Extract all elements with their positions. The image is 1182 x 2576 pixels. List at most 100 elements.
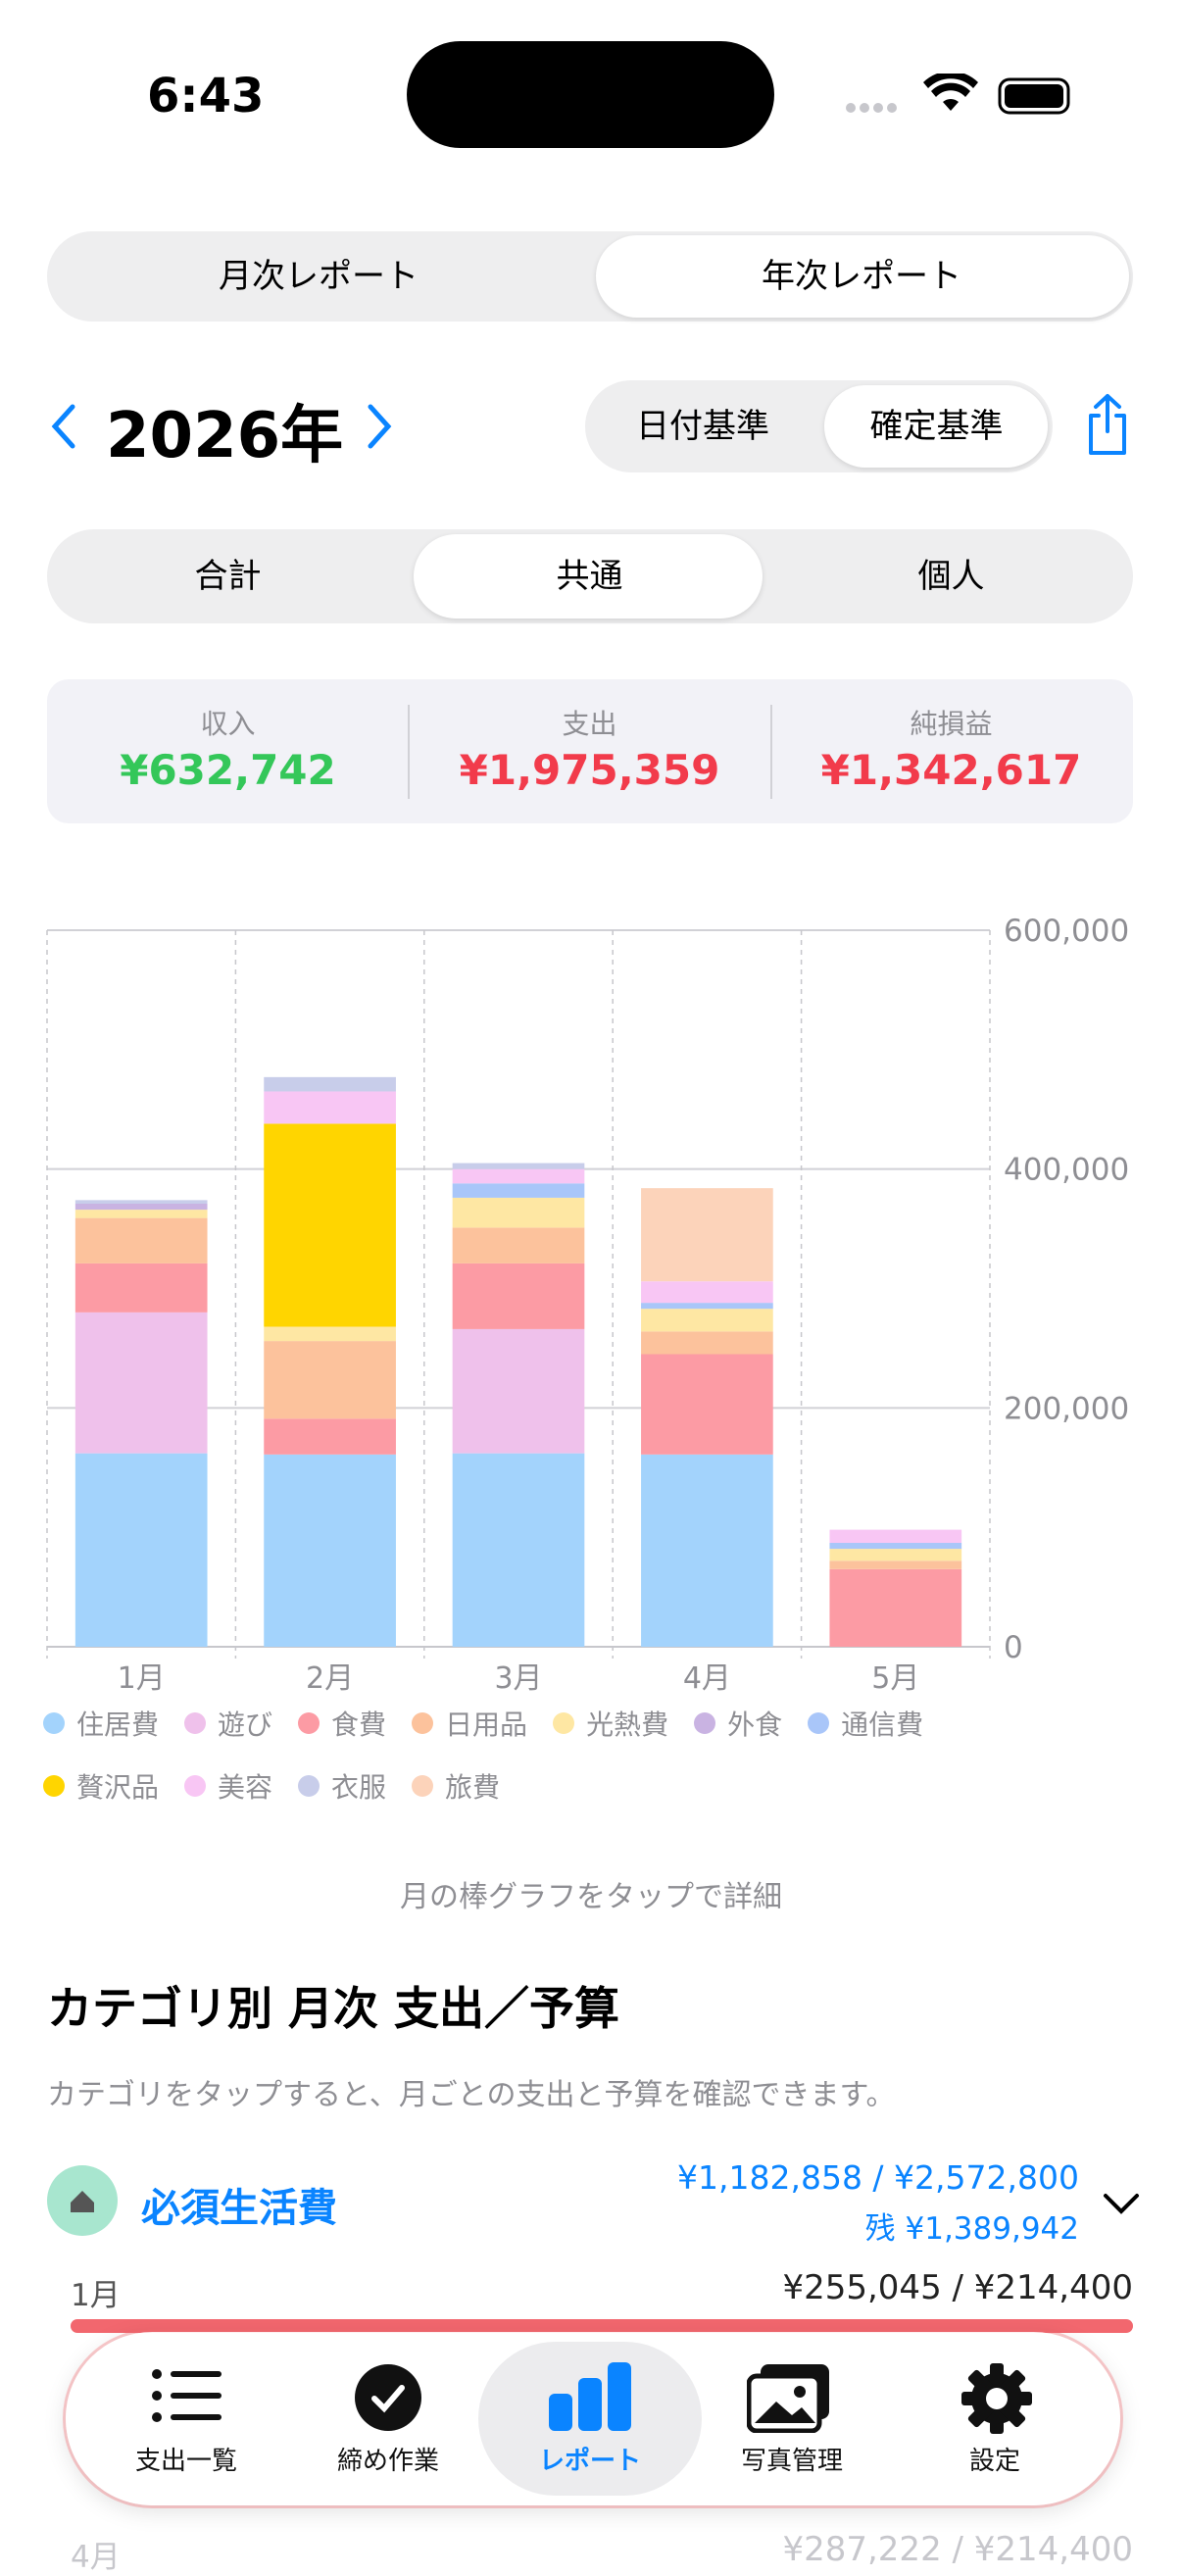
scope-common[interactable]: 共通 — [556, 557, 623, 596]
x-tick-label: 3月 — [494, 1661, 542, 1696]
scope-total[interactable]: 合計 — [194, 557, 262, 596]
bar-segment — [264, 1326, 396, 1342]
divider — [770, 705, 772, 799]
legend-item: 食費 — [298, 1702, 386, 1745]
x-tick-label: 1月 — [118, 1661, 166, 1696]
hint: 月の棒グラフをタップで詳細 — [400, 1880, 782, 1914]
x-tick-label: 5月 — [871, 1661, 919, 1696]
icon-photos — [747, 2364, 829, 2433]
legend-item: 衣服 — [298, 1764, 386, 1808]
legend-swatch — [298, 1712, 320, 1734]
scope-toggle: 合計 共通 個人 — [47, 529, 1133, 623]
icon-check — [355, 2364, 421, 2431]
icon-chart — [549, 2362, 631, 2431]
bar-segment — [641, 1303, 773, 1310]
month-amount: ¥287,222 / ¥214,400 — [782, 2530, 1133, 2569]
legend-swatch — [412, 1712, 434, 1734]
category-remaining: 残 ¥1,389,942 — [864, 2211, 1079, 2247]
scope-personal[interactable]: 個人 — [917, 557, 985, 596]
legend: 住居費 遊び 食費 日用品 光熱費 外食 通信費 贅沢品 美容 衣服 旅費 — [43, 1702, 1023, 1808]
tab-settings[interactable]: 設定 — [968, 2447, 1020, 2476]
legend-swatch — [184, 1775, 207, 1797]
tab-yearly[interactable]: 年次レポート — [762, 257, 961, 296]
bar-segment — [452, 1227, 585, 1263]
x-tick-label: 4月 — [683, 1661, 731, 1696]
bar-segment — [641, 1454, 773, 1647]
legend-item: 住居費 — [43, 1702, 159, 1745]
tab-monthly[interactable]: 月次レポート — [219, 257, 419, 296]
category-name[interactable]: 必須生活費 — [141, 2186, 337, 2231]
progress-bar — [71, 2319, 1133, 2333]
icon-gear — [961, 2363, 1032, 2434]
bar-segment — [641, 1188, 773, 1282]
share-button[interactable] — [1083, 392, 1132, 457]
y-tick-label: 400,000 — [1004, 1153, 1129, 1188]
legend-label: 日用品 — [445, 1709, 528, 1741]
legend-label: 光熱費 — [586, 1709, 669, 1741]
legend-item: 光熱費 — [553, 1702, 668, 1745]
bar-segment — [452, 1163, 585, 1169]
chevron[interactable] — [1102, 2190, 1141, 2217]
legend-label: 旅費 — [445, 1771, 501, 1804]
tab-expenses[interactable]: 支出一覧 — [134, 2447, 237, 2476]
bar-segment — [264, 1418, 396, 1455]
legend-item: 日用品 — [412, 1702, 527, 1745]
x-tick-label: 2月 — [306, 1661, 354, 1696]
basis-date[interactable]: 日付基準 — [636, 407, 769, 446]
legend-swatch — [184, 1712, 207, 1734]
legend-label: 衣服 — [331, 1771, 387, 1804]
bar-segment — [74, 1200, 208, 1204]
bar-segment — [641, 1331, 773, 1355]
bar-segment — [74, 1263, 208, 1313]
legend-item: 外食 — [694, 1702, 782, 1745]
divider — [408, 705, 410, 799]
income-label: 収入 — [200, 708, 256, 740]
bar-segment — [452, 1183, 585, 1198]
selected-tab — [596, 235, 1129, 318]
legend-label: 外食 — [727, 1709, 783, 1741]
year: 2026年 — [106, 400, 344, 472]
legend-item: 贅沢品 — [43, 1764, 159, 1808]
section-subtitle: カテゴリをタップすると、月ごとの支出と予算を確認できます。 — [47, 2078, 896, 2112]
legend-swatch — [808, 1712, 830, 1734]
legend-item: 美容 — [184, 1764, 272, 1808]
legend-label: 贅沢品 — [76, 1771, 160, 1804]
legend-swatch — [694, 1712, 716, 1734]
bar-segment — [452, 1168, 585, 1184]
expense-value: ¥1,975,359 — [459, 746, 720, 794]
legend-swatch — [553, 1712, 575, 1734]
bar-segment — [829, 1543, 962, 1550]
selected-scope — [414, 534, 763, 619]
tab-report[interactable]: レポート — [538, 2447, 641, 2476]
legend-label: 食費 — [331, 1709, 387, 1741]
legend-swatch — [298, 1775, 320, 1797]
bar-segment — [74, 1312, 208, 1454]
net-value: ¥1,342,617 — [820, 746, 1082, 794]
legend-label: 遊び — [218, 1709, 273, 1741]
chart[interactable]: 0 200,000 400,000 600,000 1月 2月 3月 4月 5月 — [0, 882, 1182, 1701]
next-year[interactable] — [359, 402, 398, 451]
tab-closing[interactable]: 締め作業 — [336, 2447, 439, 2476]
tab-photos[interactable]: 写真管理 — [740, 2447, 843, 2476]
bar-segment — [74, 1210, 208, 1218]
bar-segment — [74, 1217, 208, 1263]
basis-confirmed[interactable]: 確定基準 — [869, 407, 1004, 446]
y-tick-label: 0 — [1004, 1630, 1023, 1665]
bar-segment — [829, 1549, 962, 1561]
basis-toggle: 日付基準 確定基準 — [585, 380, 1053, 472]
legend-item: 遊び — [184, 1702, 272, 1745]
icon-list — [152, 2369, 222, 2422]
month-amount: ¥255,045 / ¥214,400 — [782, 2268, 1133, 2307]
bar-segment — [641, 1354, 773, 1455]
prev-year[interactable] — [45, 402, 84, 451]
category-icon — [47, 2165, 118, 2236]
bar-segment — [264, 1091, 396, 1124]
bar-segment — [74, 1203, 208, 1211]
legend-item: 旅費 — [412, 1764, 500, 1808]
category-amount: ¥1,182,858 / ¥2,572,800 — [677, 2158, 1079, 2197]
legend-swatch — [412, 1775, 434, 1797]
legend-swatch — [43, 1775, 65, 1797]
bar-segment — [74, 1453, 208, 1647]
selected-basis — [824, 385, 1048, 468]
